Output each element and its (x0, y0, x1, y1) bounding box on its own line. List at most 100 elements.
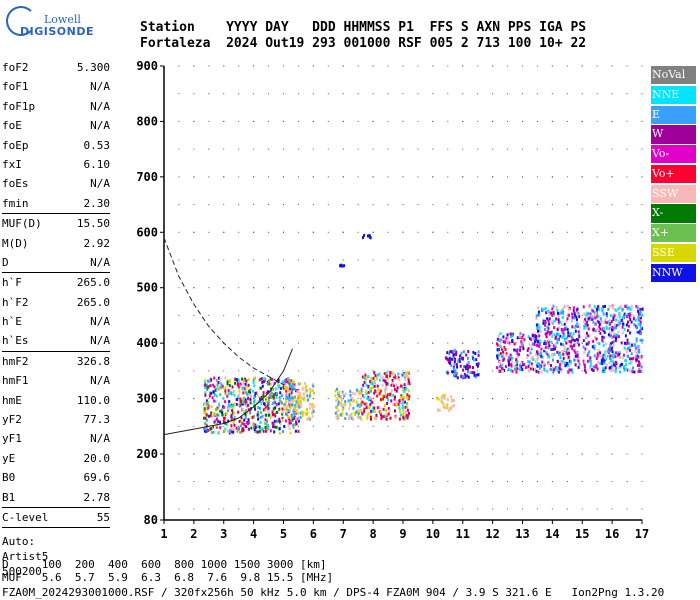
echo-point (587, 312, 590, 316)
solid-profile-curve (163, 348, 293, 436)
echo-point (593, 311, 596, 315)
grid-dot (208, 287, 210, 289)
echo-point (261, 414, 264, 418)
echo-point (509, 335, 512, 339)
echo-point (601, 307, 603, 311)
echo-point (443, 397, 446, 401)
echo-point (234, 381, 237, 385)
echo-point (585, 342, 588, 346)
echo-point (211, 414, 214, 418)
grid-dot (387, 453, 389, 455)
grid-dot (357, 370, 359, 372)
echo-point (583, 351, 586, 355)
grid-dot (327, 176, 329, 178)
echo-point (336, 414, 339, 417)
grid-dot (223, 481, 225, 482)
echo-point (601, 360, 604, 364)
echo-point (616, 351, 619, 355)
param-separator (2, 527, 110, 529)
echo-point (557, 318, 560, 322)
echo-point (288, 420, 291, 424)
echo-point (382, 394, 384, 398)
echo-point (402, 395, 405, 399)
echo-point (602, 305, 605, 309)
echo-point (402, 412, 405, 416)
echo-point (574, 314, 577, 318)
grid-dot (372, 287, 374, 289)
echo-point (456, 365, 459, 369)
echo-point (277, 402, 280, 406)
grid-dot (596, 259, 598, 261)
echo-point (599, 331, 602, 335)
echo-point (291, 380, 294, 384)
grid-dot (417, 176, 419, 178)
echo-point (563, 322, 566, 326)
grid-dot (312, 508, 314, 510)
echo-point (295, 410, 298, 414)
echo-point (554, 335, 557, 339)
echo-point (629, 307, 632, 311)
echo-point (212, 390, 215, 394)
grid-dot (342, 314, 344, 316)
echo-point (558, 367, 561, 370)
grid-dot (208, 481, 210, 482)
echo-point (543, 321, 546, 325)
echo-point (381, 383, 384, 387)
grid-dot (357, 259, 359, 261)
echo-point (588, 316, 591, 320)
echo-point (557, 311, 559, 315)
echo-point (245, 385, 247, 389)
echo-point (271, 377, 273, 381)
echo-point (538, 339, 541, 343)
echo-point (405, 371, 408, 375)
dashed-profile-curve (163, 237, 284, 386)
echo-point (574, 329, 577, 333)
echo-point (368, 398, 370, 402)
grid-dot (387, 204, 389, 206)
echo-point (567, 370, 570, 374)
grid-dot (342, 370, 344, 372)
echo-point (591, 368, 593, 372)
echo-point (507, 368, 510, 372)
echo-point (612, 344, 615, 347)
echo-point (510, 363, 513, 367)
grid-dot (268, 65, 270, 67)
echo-point (259, 407, 261, 410)
echo-point (361, 400, 364, 404)
echo-point (543, 347, 546, 351)
grid-dot (551, 287, 553, 289)
x-tick-label: 7 (340, 527, 347, 541)
grid-dot (297, 425, 299, 427)
echo-point (296, 402, 299, 406)
echo-point (221, 413, 224, 417)
echo-point (267, 390, 269, 394)
echo-point (495, 366, 498, 369)
echo-point (550, 364, 552, 367)
echo-point (265, 413, 268, 417)
grid-dot (477, 231, 479, 233)
echo-point (542, 308, 545, 312)
echo-point (204, 393, 207, 397)
param-row: foEs N/A (2, 174, 110, 193)
echo-point (531, 334, 534, 338)
echo-point (369, 380, 372, 384)
echo-point (609, 331, 612, 335)
echo-point (593, 344, 596, 348)
echo-point (264, 408, 267, 412)
param-row: yF1 N/A (2, 429, 110, 448)
echo-point (402, 409, 405, 413)
echo-point (622, 353, 625, 357)
echo-point (395, 404, 398, 408)
echo-point (596, 367, 599, 371)
echo-point (608, 327, 611, 331)
echo-point (588, 319, 591, 323)
echo-point (574, 354, 577, 358)
echo-point (475, 373, 478, 377)
echo-point (340, 404, 343, 407)
echo-point (608, 361, 611, 365)
echo-point (297, 398, 300, 402)
echo-point (542, 319, 545, 323)
echo-point (402, 386, 405, 390)
grid-dot (283, 176, 284, 178)
echo-point (262, 429, 265, 433)
